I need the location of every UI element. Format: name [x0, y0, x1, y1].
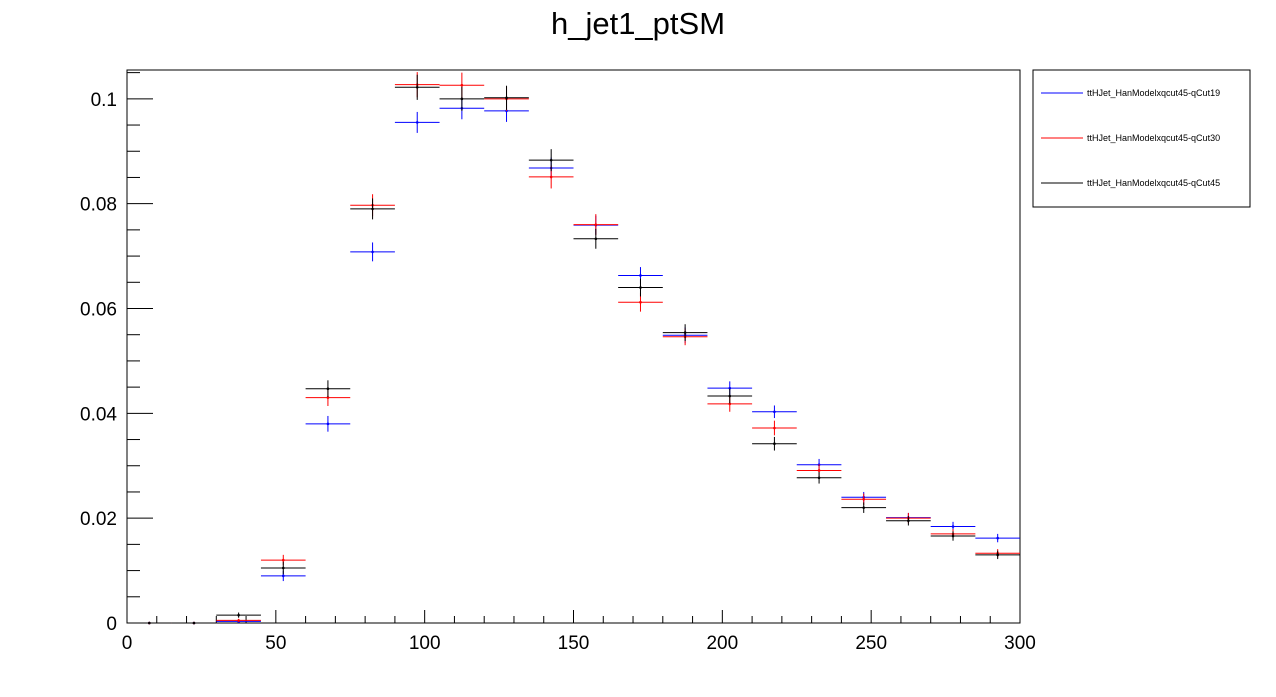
x-tick-label: 100: [409, 633, 441, 654]
data-point: [237, 619, 240, 622]
data-point: [639, 300, 642, 304]
data-point: [237, 613, 240, 617]
y-tick-label: 0.04: [80, 404, 117, 425]
data-point: [951, 534, 955, 538]
data-point: [371, 250, 374, 254]
plot-frame: [126, 69, 1021, 624]
data-point: [594, 223, 598, 226]
data-point: [415, 121, 419, 124]
y-tick-label: 0.08: [80, 195, 117, 216]
data-point: [281, 566, 285, 570]
chart-title: h_jet1_ptSM: [550, 6, 726, 41]
data-point: [996, 553, 999, 557]
y-tick-label: 0.1: [91, 90, 117, 111]
y-tick-label: 0: [106, 614, 117, 635]
series-1: [127, 97, 1020, 625]
data-point: [326, 396, 330, 399]
data-point: [773, 426, 776, 430]
data-point: [728, 394, 732, 398]
legend-entry: ttHJet_HanModelxqcut45-qCut30: [1087, 133, 1220, 143]
data-point: [460, 83, 464, 87]
data-point: [683, 331, 687, 334]
data-point: [326, 387, 330, 390]
data-point: [281, 574, 285, 578]
data-point: [192, 621, 196, 625]
legend-entry: ttHJet_HanModelxqcut45-qCut45: [1087, 178, 1220, 188]
y-tick-label: 0.02: [80, 509, 117, 530]
x-tick-label: 300: [1004, 633, 1036, 654]
data-point: [951, 525, 955, 528]
data-point: [639, 274, 642, 277]
x-tick-label: 50: [265, 633, 286, 654]
series-3: [127, 74, 1020, 625]
data-point: [773, 442, 776, 446]
x-tick-label: 150: [558, 633, 590, 654]
x-tick-label: 250: [855, 633, 887, 654]
data-point: [549, 175, 553, 179]
x-tick-label: 200: [706, 633, 738, 654]
legend-entry: ttHJet_HanModelxqcut45-qCut19: [1087, 88, 1220, 98]
data-point: [505, 96, 508, 100]
data-point: [728, 386, 732, 390]
data-point: [594, 237, 598, 241]
data-point: [728, 402, 732, 406]
data-point: [460, 97, 464, 101]
data-point: [415, 85, 419, 89]
data-point: [817, 469, 821, 472]
data-point: [907, 519, 910, 523]
data-point: [326, 422, 330, 426]
y-tick-label: 0.06: [80, 299, 117, 320]
data-point: [639, 286, 642, 289]
data-point: [773, 410, 776, 414]
data-point: [281, 558, 285, 562]
x-tick-label: 0: [122, 633, 133, 654]
data-point: [148, 621, 151, 625]
data-point: [862, 506, 866, 509]
data-point: [862, 497, 866, 501]
data-point: [996, 536, 999, 540]
data-point: [549, 158, 553, 162]
data-point: [371, 207, 374, 211]
data-point: [817, 476, 821, 480]
series-2: [127, 72, 1020, 625]
